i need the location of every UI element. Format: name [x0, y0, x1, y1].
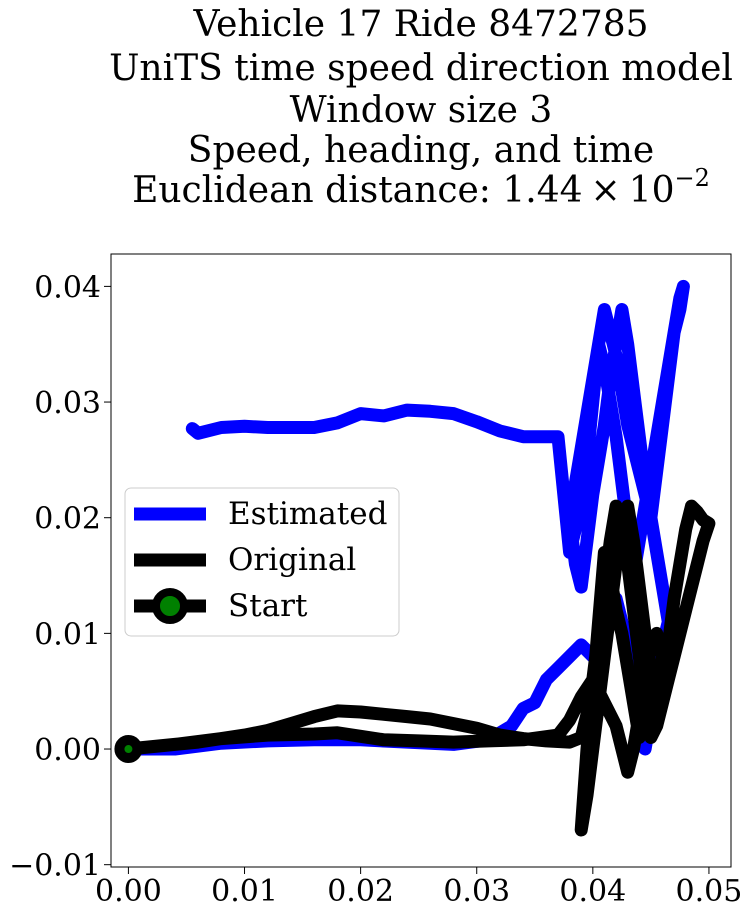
title-line-3: Window size 3 [290, 90, 553, 131]
title-metric-times: × [591, 170, 621, 211]
legend-box [124, 487, 400, 637]
y-tick-label: 0.00 [34, 733, 101, 768]
title-line-2: UniTS time speed direction model [109, 48, 733, 89]
y-axis: −0.01 0.00 0.01 0.02 0.03 0.04 [9, 270, 111, 884]
title-metric-exponent: −2 [675, 164, 710, 192]
series-layer [121, 279, 716, 837]
title-metric-prefix: Euclidean distance: [132, 170, 502, 211]
x-tick-label: 0.02 [327, 874, 394, 909]
y-tick-label: −0.01 [9, 849, 101, 884]
x-tick-label: 0.00 [95, 874, 162, 909]
series-line-original [121, 499, 716, 837]
start-point-marker [114, 735, 143, 764]
title-line-4: Speed, heading, and time [188, 130, 654, 171]
chart-title: Vehicle 17 Ride 8472785 UniTS time speed… [109, 4, 733, 211]
y-tick-label: 0.04 [34, 270, 101, 305]
x-tick-label: 0.03 [443, 874, 510, 909]
x-axis: 0.00 0.01 0.02 0.03 0.04 0.05 [95, 867, 742, 909]
legend-start-label: Start [228, 588, 308, 624]
title-metric-mantissa: 1.44 [502, 170, 582, 211]
x-tick-label: 0.01 [211, 874, 278, 909]
legend: Estimated Original Start [124, 487, 400, 637]
y-tick-label: 0.01 [34, 617, 101, 652]
legend-start-marker [152, 588, 188, 624]
legend-estimated-label: Estimated [228, 496, 387, 532]
y-tick-label: 0.02 [34, 502, 101, 537]
title-metric-base: 10 [629, 170, 675, 211]
plot-area-frame [110, 253, 732, 868]
x-tick-label: 0.04 [559, 874, 626, 909]
y-tick-label: 0.03 [34, 386, 101, 421]
x-tick-label: 0.05 [676, 874, 743, 909]
title-metric-line: Euclidean distance: 1.44 × 10−2 [132, 164, 710, 211]
legend-original-label: Original [228, 542, 356, 578]
start-marker-layer [114, 735, 143, 764]
title-line-1: Vehicle 17 Ride 8472785 [192, 4, 648, 45]
